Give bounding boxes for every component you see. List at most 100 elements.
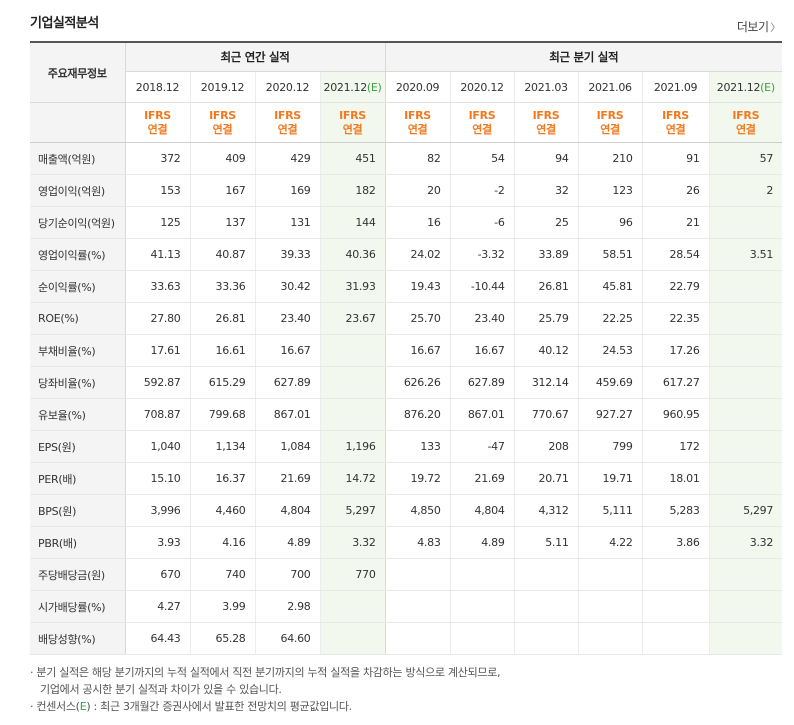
table-cell: 409	[190, 142, 256, 175]
consolidated-text: 연결	[277, 122, 298, 136]
footnote-1: · 분기 실적은 해당 분기까지의 누적 실적에서 직전 분기까지의 누적 실적…	[30, 666, 501, 679]
table-cell: 4.89	[255, 526, 321, 559]
ifrs-text: IFRS	[209, 108, 236, 122]
corner-blank	[30, 102, 126, 143]
table-cell	[578, 558, 643, 591]
table-cell: 3.86	[642, 526, 710, 559]
table-cell: 18.01	[642, 462, 710, 495]
table-cell: 429	[255, 142, 321, 175]
table-cell: 208	[514, 430, 579, 463]
ifrs-label: IFRS 연결	[709, 102, 783, 143]
ifrs-text: IFRS	[404, 108, 431, 122]
table-cell: 5,297	[709, 494, 783, 527]
table-cell	[709, 206, 783, 239]
table-cell: 24.02	[385, 238, 451, 271]
table-row: 매출액(억원) 372 409 429 451 82 54 94 210 91 57	[30, 142, 783, 175]
table-cell	[709, 462, 783, 495]
row-label: 주당배당금(원)	[30, 558, 126, 591]
table-cell: 4,850	[385, 494, 451, 527]
table-row: 부채비율(%) 17.61 16.61 16.67 16.67 16.67 40.12 24.…	[30, 334, 783, 367]
table-cell	[709, 334, 783, 367]
period-date: 2021.12	[323, 80, 368, 94]
table-cell: 33.63	[125, 270, 191, 303]
ifrs-text: IFRS	[339, 108, 366, 122]
period-header: 2021.06	[578, 71, 643, 103]
consolidated-text: 연결	[147, 122, 168, 136]
row-label: 당좌비율(%)	[30, 366, 126, 399]
table-cell: 312.14	[514, 366, 579, 399]
consolidated-text: 연결	[472, 122, 492, 136]
period-header: 2019.12	[190, 71, 256, 103]
table-cell: 627.89	[450, 366, 515, 399]
table-cell	[709, 622, 783, 655]
row-label: PBR(배)	[30, 526, 126, 559]
row-label: BPS(원)	[30, 494, 126, 527]
table-cell: 670	[125, 558, 191, 591]
table-cell: 25.79	[514, 302, 579, 335]
table-cell: 24.53	[578, 334, 643, 367]
table-cell: 867.01	[255, 398, 321, 431]
ifrs-text: IFRS	[274, 108, 301, 122]
table-row: 배당성향(%) 64.43 65.28 64.60	[30, 622, 783, 655]
table-cell: 927.27	[578, 398, 643, 431]
footnote-2-e: E	[79, 700, 87, 713]
table-cell: -3.32	[450, 238, 515, 271]
table-cell: 131	[255, 206, 321, 239]
table-cell: 22.25	[578, 302, 643, 335]
table-cell: 14.72	[320, 462, 386, 495]
table-cell: 64.60	[255, 622, 321, 655]
table-cell: 867.01	[450, 398, 515, 431]
table-cell: 2	[709, 174, 783, 207]
table-cell	[578, 590, 643, 623]
ifrs-label: IFRS 연결	[642, 102, 710, 143]
table-cell: 40.12	[514, 334, 579, 367]
table-cell: 45.81	[578, 270, 643, 303]
table-cell: 451	[320, 142, 386, 175]
table-cell	[709, 590, 783, 623]
table-cell: 39.33	[255, 238, 321, 271]
table-cell: -10.44	[450, 270, 515, 303]
ifrs-label: IFRS 연결	[450, 102, 515, 143]
table-cell: 770.67	[514, 398, 579, 431]
table-cell: 4.89	[450, 526, 515, 559]
table-cell: 4,804	[255, 494, 321, 527]
table-cell: 4,312	[514, 494, 579, 527]
footnote-1-cont: 기업에서 공시한 분기 실적과 차이가 있을 수 있습니다.	[40, 683, 282, 696]
period-date: 2020.12	[460, 80, 504, 94]
table-cell: 19.72	[385, 462, 451, 495]
ifrs-text: IFRS	[468, 108, 496, 122]
table-cell: 33.36	[190, 270, 256, 303]
period-header: 2021.09	[642, 71, 710, 103]
ifrs-text: IFRS	[732, 108, 760, 122]
estimate-marker: (E)	[760, 80, 775, 94]
table-cell: 26.81	[514, 270, 579, 303]
row-label: PER(배)	[30, 462, 126, 495]
table-cell: 31.93	[320, 270, 386, 303]
period-header: 2020.09	[385, 71, 451, 103]
table-cell: 91	[642, 142, 710, 175]
table-cell: 22.79	[642, 270, 710, 303]
more-link[interactable]: 더보기 〉	[737, 18, 781, 35]
table-cell: 5.11	[514, 526, 579, 559]
table-cell: 592.87	[125, 366, 191, 399]
footnote-2-post: ) : 최근 3개월간 증권사에서 발표한 전망치의 평균값입니다.	[86, 700, 352, 713]
table-row: PBR(배) 3.93 4.16 4.89 3.32 4.83 4.89 5.11 4.22 3.…	[30, 526, 783, 559]
table-cell: 25.70	[385, 302, 451, 335]
table-cell: 33.89	[514, 238, 579, 271]
table-cell: -6	[450, 206, 515, 239]
table-cell: 96	[578, 206, 643, 239]
row-label: 영업이익률(%)	[30, 238, 126, 271]
table-cell: 5,111	[578, 494, 643, 527]
section-title: 기업실적분석	[30, 16, 99, 31]
table-cell: 627.89	[255, 366, 321, 399]
table-cell: 960.95	[642, 398, 710, 431]
consolidated-text: 연결	[600, 122, 620, 136]
table-cell: 17.26	[642, 334, 710, 367]
table-cell	[642, 590, 710, 623]
table-row: 순이익률(%) 33.63 33.36 30.42 31.93 19.43 -10.44 26…	[30, 270, 783, 303]
table-cell: 23.40	[450, 302, 515, 335]
period-date: 2021.12	[716, 80, 761, 94]
table-row: BPS(원) 3,996 4,460 4,804 5,297 4,850 4,804 4,31…	[30, 494, 783, 527]
consolidated-text: 연결	[665, 122, 686, 136]
ifrs-text: IFRS	[662, 108, 689, 122]
